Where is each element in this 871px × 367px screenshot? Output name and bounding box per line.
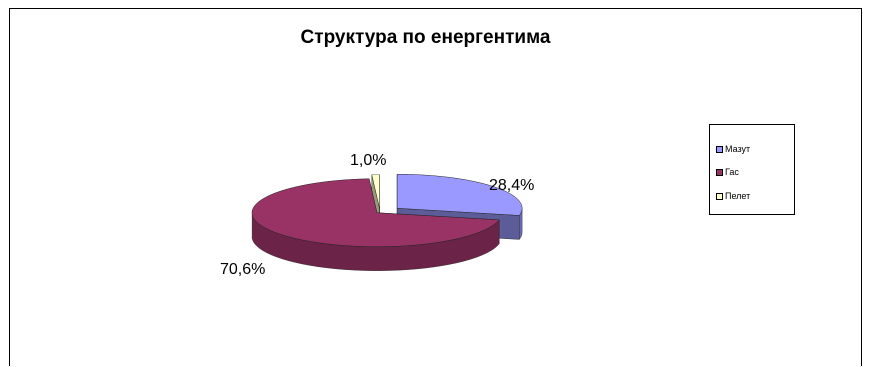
chart-title: Структура по енергентима (300, 27, 551, 48)
legend-label-gas: Гас (725, 167, 739, 177)
pie-slice-pelet-top (371, 174, 380, 209)
pie-slice-gas-top (251, 178, 500, 247)
legend-item-pelet: Пелет (716, 191, 750, 201)
legend-label-pelet: Пелет (725, 191, 751, 201)
legend-item-mazut: Мазут (716, 144, 750, 154)
chart-frame (9, 8, 862, 366)
legend-label-mazut: Мазут (725, 144, 751, 154)
data-label-pelet: 1,0% (350, 152, 387, 169)
legend-swatch-gas (716, 168, 723, 176)
data-label-gas: 70,6% (220, 261, 266, 278)
data-label-mazut: 28,4% (489, 177, 535, 194)
pie-slice-mazut-top (396, 173, 523, 216)
legend: Мазут Гас Пелет (709, 124, 795, 215)
legend-item-gas: Гас (716, 167, 739, 177)
legend-swatch-mazut (716, 145, 723, 153)
pie-slice-gas (251, 178, 500, 271)
legend-swatch-pelet (716, 192, 723, 200)
